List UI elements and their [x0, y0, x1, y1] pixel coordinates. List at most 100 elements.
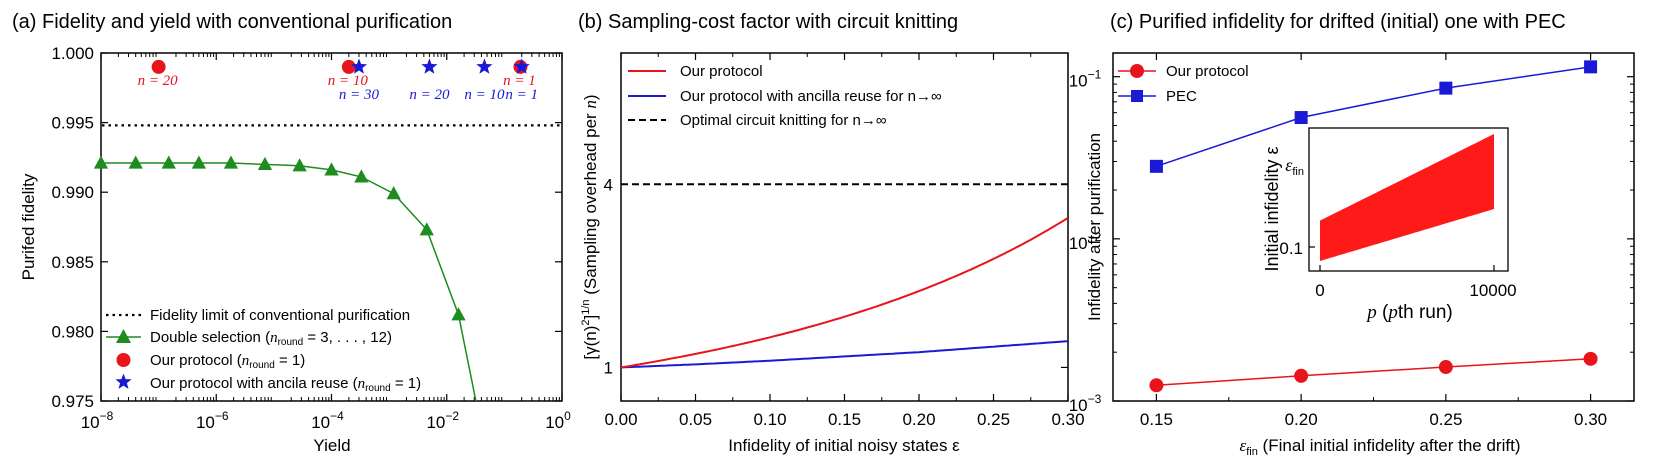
panel-b: (b) Sampling-cost factor with circuit kn…: [578, 11, 1085, 455]
y-tick-label: 0.975: [51, 392, 94, 411]
double-selection-point: [354, 169, 369, 183]
panel-b-x-ticks: 0.00 0.05 0.10 0.15 0.20 0.25 0.30: [604, 53, 1085, 429]
double-selection-point: [419, 222, 434, 236]
y-tick-label: 0.980: [51, 322, 94, 341]
inset-series: [1309, 134, 1495, 271]
legend-star-marker: [115, 373, 132, 389]
panel-a-ylabel: Purifed fidelity: [19, 173, 38, 280]
y-tick-label: 4: [604, 175, 613, 194]
annotation-label: n = 10: [328, 73, 369, 89]
x-tick-label: 0.05: [679, 410, 712, 429]
inset-y-tick-0: 0.1: [1279, 239, 1303, 258]
double-selection-point: [257, 156, 273, 170]
legend-ancilla-reuse: Our protocol with ancila reuse (nround =…: [150, 375, 421, 394]
x-tick-label: 10−8: [81, 409, 114, 432]
panel-b-ylabel: [γ(n)2]1/n (Sampling overhead per n): [580, 94, 600, 359]
our-protocol-point: [151, 59, 166, 74]
double-selection-point: [93, 155, 109, 169]
double-selection-point: [161, 155, 176, 169]
legend-circle-marker: [116, 353, 131, 367]
annotation-label: n = 30: [339, 87, 380, 103]
panel-b-title: (b) Sampling-cost factor with circuit kn…: [578, 11, 958, 33]
x-tick-label: 10−4: [311, 409, 344, 432]
panel-b-xlabel: Infidelity of initial noisy states ε: [728, 436, 960, 455]
panel-c-xlabel: εfin (Final initial infidelity after the…: [1240, 436, 1521, 458]
pec-point: [1149, 159, 1163, 173]
inset-band: [1320, 134, 1494, 261]
y-tick-label: 10−1: [1069, 68, 1102, 91]
panel-a-legend: Fidelity limit of conventional purificat…: [106, 307, 421, 394]
inset-eps-fin-label: εfin: [1285, 155, 1304, 178]
x-tick-label: 0.20: [902, 410, 935, 429]
annotation-label: n = 20: [409, 87, 450, 103]
legend-fidelity-limit: Fidelity limit of conventional purificat…: [150, 307, 410, 324]
our-protocol-line: [1156, 358, 1591, 387]
annotation-label: n = 1: [503, 73, 536, 89]
x-tick-label: 10−6: [196, 409, 229, 432]
panel-c: (c) Purified infidelity for drifted (ini…: [1069, 11, 1635, 458]
y-tick-label: 0.995: [51, 114, 94, 133]
inset-x-tick-1: 10000: [1469, 281, 1516, 300]
legend-double-selection: Double selection (nround = 3, . . . , 12…: [150, 329, 392, 348]
ancilla-reuse-point: [350, 58, 368, 74]
pec-line: [1156, 66, 1591, 168]
panel-c-y-ticks: 10−3 10−2 10−1: [1069, 68, 1634, 415]
x-tick-label: 0.00: [604, 410, 637, 429]
panel-c-ylabel: Infidelity after purification: [1085, 133, 1104, 321]
annotation-label: n = 1: [505, 87, 538, 103]
x-tick-label: 0.25: [1429, 410, 1462, 429]
panel-c-x-ticks: 0.15 0.20 0.25 0.30: [1140, 53, 1607, 429]
x-tick-label: 0.20: [1285, 410, 1318, 429]
x-tick-label: 0.30: [1574, 410, 1607, 429]
legend-ancilla-reuse-b: Our protocol with ancilla reuse for n→∞: [680, 88, 942, 105]
legend-square-c: [1131, 90, 1143, 102]
panel-a: (a) Fidelity and yield with conventional…: [12, 11, 571, 455]
panel-a-xlabel: Yield: [313, 436, 350, 455]
our-protocol-curve: [621, 217, 1068, 369]
our-protocol-point: [1149, 378, 1164, 393]
panel-b-legend: Our protocol Our protocol with ancilla r…: [628, 63, 942, 129]
panel-c-inset: 0 10000 0.1 εfin Initial infidelity ε p …: [1262, 127, 1517, 323]
x-tick-label: 10−2: [426, 409, 459, 432]
panel-c-legend: Our protocol PEC: [1118, 63, 1249, 105]
panel-a-title: (a) Fidelity and yield with conventional…: [12, 11, 452, 33]
panel-a-x-ticks: 10−8 10−6 10−4 10−2 100: [81, 53, 571, 432]
ancilla-reuse-point: [513, 58, 530, 74]
inset-x-tick-0: 0: [1315, 281, 1324, 300]
legend-our-protocol-b: Our protocol: [680, 63, 763, 80]
x-tick-label: 0.25: [977, 410, 1010, 429]
legend-our-protocol: Our protocol (nround = 1): [150, 352, 305, 371]
y-tick-label: 0.990: [51, 183, 94, 202]
inset-xlabel: p (pth run): [1365, 302, 1453, 323]
panel-b-series: [620, 183, 1069, 369]
panel-c-series: [1149, 60, 1598, 393]
annotation-label: n = 20: [138, 73, 179, 89]
inset-ylabel: Initial infidelity ε: [1262, 146, 1282, 271]
double-selection-point: [324, 162, 339, 176]
double-selection-point: [451, 307, 466, 321]
annotation-label: n = 10: [464, 87, 505, 103]
pec-point: [1439, 81, 1453, 95]
our-protocol-point: [341, 59, 356, 74]
double-selection-point: [292, 158, 307, 172]
panel-b-frame: [620, 52, 1069, 402]
legend-optimal-knitting: Optimal circuit knitting for n→∞: [680, 112, 887, 129]
double-selection-point: [128, 155, 143, 169]
x-tick-label: 100: [545, 409, 571, 432]
legend-pec: PEC: [1166, 88, 1197, 105]
panel-a-frame: [100, 52, 563, 402]
our-protocol-point: [1583, 351, 1598, 366]
y-tick-label: 10−3: [1069, 392, 1102, 415]
pec-point: [1584, 60, 1598, 74]
x-tick-label: 0.10: [753, 410, 786, 429]
our-protocol-point: [1438, 360, 1453, 375]
ancilla-reuse-point: [476, 58, 493, 74]
x-tick-label: 0.15: [828, 410, 861, 429]
double-selection-point: [191, 155, 207, 169]
y-tick-label: 0.985: [51, 253, 94, 272]
legend-our-protocol-c: Our protocol: [1166, 63, 1249, 80]
ancilla-reuse-curve: [620, 340, 1069, 369]
our-protocol-point: [1294, 368, 1309, 383]
double-selection-point: [386, 186, 401, 200]
